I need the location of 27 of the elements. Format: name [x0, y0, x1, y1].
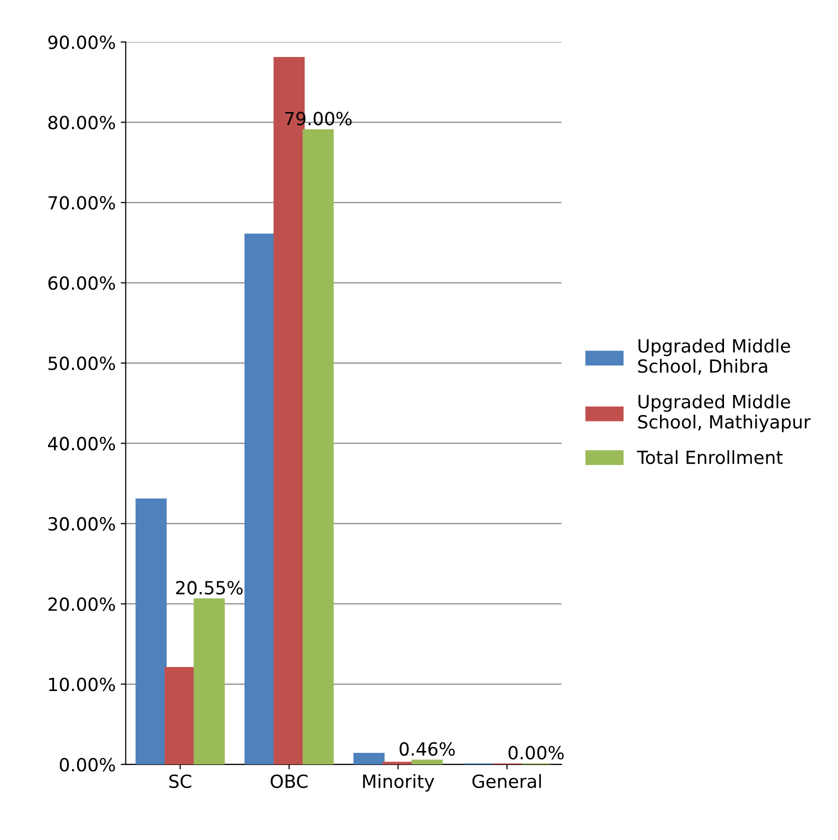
- y-tick-label: 70.00%: [48, 196, 115, 210]
- legend-label: Upgraded Middle School, Dhibra: [638, 338, 790, 375]
- bar: [353, 752, 385, 764]
- bar: [244, 234, 276, 764]
- y-tick-label: 40.00%: [48, 436, 115, 450]
- bar: [194, 598, 225, 764]
- y-tick-label: 50.00%: [48, 356, 115, 370]
- data-label: 0.46%: [400, 742, 455, 756]
- y-tick-label: 60.00%: [48, 276, 115, 290]
- y-tick-label: 10.00%: [49, 678, 115, 692]
- x-tick-label: SC: [169, 774, 192, 788]
- legend-label: Total Enrollment: [636, 450, 783, 464]
- bar: [302, 129, 334, 764]
- y-tick-label: 90.00%: [48, 35, 115, 50]
- y-tick-label: 20.00%: [48, 597, 115, 611]
- x-tick-label: General: [472, 774, 541, 788]
- data-label: 20.55%: [176, 580, 243, 595]
- y-tick-label: 80.00%: [48, 116, 115, 130]
- data-label: 0.00%: [508, 746, 564, 760]
- x-tick-label: OBC: [270, 774, 308, 788]
- bar: [164, 667, 196, 764]
- legend-label: Upgraded Middle School, Mathiyapur: [638, 394, 811, 432]
- x-tick-label: Minority: [363, 774, 434, 792]
- y-tick-label: 0.00%: [60, 758, 115, 772]
- bar: [412, 760, 443, 764]
- bar: [136, 498, 167, 764]
- y-tick-label: 30.00%: [48, 517, 115, 531]
